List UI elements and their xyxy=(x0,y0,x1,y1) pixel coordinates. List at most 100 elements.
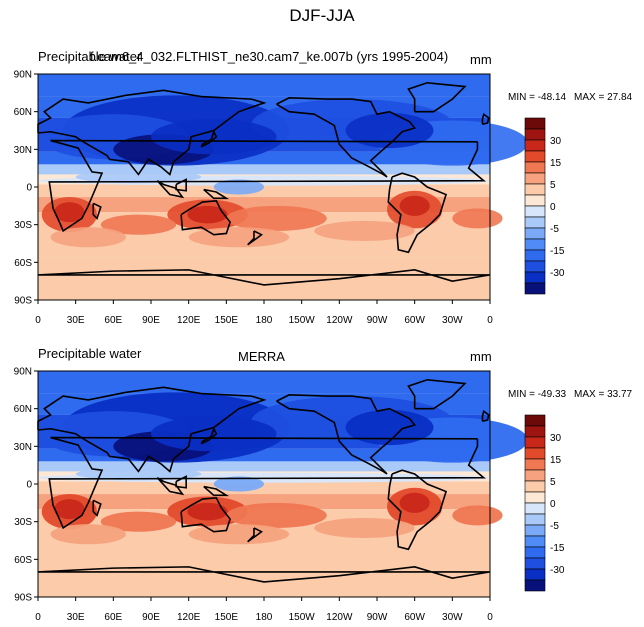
coastline xyxy=(407,378,467,410)
colorbar-box xyxy=(524,579,546,592)
coastline xyxy=(407,81,467,113)
field-band xyxy=(38,494,490,510)
field-blob xyxy=(452,505,503,526)
colorbar-box xyxy=(524,491,546,504)
coastline xyxy=(92,202,102,220)
colorbar-box xyxy=(524,513,546,526)
colorbar-box xyxy=(524,282,546,295)
coastline xyxy=(247,230,264,246)
panel-1-colorbar-boxes xyxy=(524,117,546,295)
lat-label: 30S xyxy=(14,517,32,528)
field-band xyxy=(38,571,490,597)
coastline xyxy=(276,394,417,475)
field-blob xyxy=(100,511,177,532)
lat-label: 60N xyxy=(14,404,32,415)
lat-label: 0 xyxy=(26,183,32,194)
coastline xyxy=(203,485,230,497)
panel-2-lon-labels: 0 30E 60E 90E 120E 150E 180 150W 120W 90W 60W 30W 0 xyxy=(35,597,493,623)
field-blob xyxy=(188,524,290,545)
panel-1-min-label: MIN = -48.14 xyxy=(508,92,567,103)
field-blob xyxy=(187,502,228,521)
colorbar-box xyxy=(524,524,546,537)
lat-label: 60S xyxy=(14,258,32,269)
lon-label: 120E xyxy=(177,315,201,326)
panel-1-coastlines xyxy=(37,81,491,286)
field-band xyxy=(38,481,490,495)
lon-label: 180 xyxy=(256,315,273,326)
lon-label: 0 xyxy=(487,315,493,326)
lon-label: 120W xyxy=(326,315,353,326)
field-band xyxy=(38,74,490,97)
colorbar-label: 0 xyxy=(550,499,556,510)
lon-label: 60E xyxy=(104,612,122,623)
coastline xyxy=(200,129,218,148)
lon-label: 60W xyxy=(404,612,425,623)
coastline xyxy=(92,499,102,517)
panel-2-center-title: MERRA xyxy=(238,349,285,364)
panel-1-max-label: MAX = 27.84 xyxy=(574,92,633,103)
field-blob xyxy=(188,227,290,248)
panel-2-min-label: MIN = -49.33 xyxy=(508,389,567,400)
field-blob xyxy=(226,502,327,528)
field-blob xyxy=(345,409,434,446)
lat-label: 60N xyxy=(14,107,32,118)
panel-1-map: 90N 60N 30N 0 30S 60S 90S 0 30E 60E 90E 120E 150E 18… xyxy=(14,70,528,326)
coastline xyxy=(37,566,491,583)
field-blob xyxy=(345,112,434,149)
lat-label: 90S xyxy=(14,593,32,604)
lon-label: 60W xyxy=(404,315,425,326)
colorbar-label: 5 xyxy=(550,477,556,488)
field-band xyxy=(38,197,490,213)
field-band xyxy=(38,274,490,300)
coastline xyxy=(175,178,187,192)
coastline xyxy=(247,527,264,543)
colorbar-box xyxy=(524,447,546,460)
field-blob xyxy=(54,499,85,520)
lon-label: 150E xyxy=(215,315,239,326)
colorbar-box xyxy=(524,480,546,493)
coastline xyxy=(481,112,490,125)
colorbar-label: -15 xyxy=(550,246,565,257)
lon-label: 30W xyxy=(442,315,463,326)
lon-label: 90W xyxy=(367,612,388,623)
lon-label: 30E xyxy=(67,315,85,326)
field-blob xyxy=(213,476,264,492)
field-blob xyxy=(54,202,85,223)
panel-1: Precipitable water f.cam6_4_032.FLTHIST_… xyxy=(14,49,633,326)
panel-1-colorbar-labels: 30 15 5 0 -5 -15 -30 xyxy=(550,136,565,279)
panel-1-colorbar: 30 15 5 0 -5 -15 -30 xyxy=(524,117,565,295)
panel-2-coastlines xyxy=(37,378,491,583)
coastline xyxy=(203,188,230,200)
panel-2-colorbar-labels: 30 15 5 0 -5 -15 -30 xyxy=(550,433,565,576)
colorbar-label: 0 xyxy=(550,202,556,213)
coastline xyxy=(200,426,218,445)
field-band xyxy=(38,371,490,394)
panel-2-map: 90N 60N 30N 0 30S 60S 90S 0 30E 60E 90E 120E 150E 18… xyxy=(14,367,528,623)
field-blob xyxy=(50,524,126,545)
panel-2-max-label: MAX = 33.77 xyxy=(574,389,633,400)
lon-label: 150W xyxy=(289,612,316,623)
panel-1-lat-labels: 90N 60N 30N 0 30S 60S 90S xyxy=(14,70,38,307)
panel-1-left-title: Precipitable water xyxy=(38,49,142,64)
lon-label: 120E xyxy=(177,612,201,623)
lon-label: 90E xyxy=(142,315,160,326)
figure-title: DJF-JJA xyxy=(289,6,355,25)
panel-2-left-title: Precipitable water xyxy=(38,346,142,361)
coastline xyxy=(37,386,267,473)
colorbar-label: 30 xyxy=(550,433,562,444)
field-blob xyxy=(187,205,228,224)
coastline xyxy=(156,477,185,496)
colorbar-label: -5 xyxy=(550,224,559,235)
field-blob xyxy=(213,179,264,195)
coastline xyxy=(156,180,185,199)
lon-label: 180 xyxy=(256,612,273,623)
field-blob xyxy=(151,416,277,452)
colorbar-box xyxy=(524,425,546,438)
coastline xyxy=(48,139,486,233)
field-blob xyxy=(314,220,415,241)
colorbar-label: 15 xyxy=(550,455,562,466)
colorbar-label: -15 xyxy=(550,543,565,554)
lon-label: 0 xyxy=(487,612,493,623)
panel-1-fields xyxy=(38,74,528,300)
field-blob xyxy=(151,119,277,155)
